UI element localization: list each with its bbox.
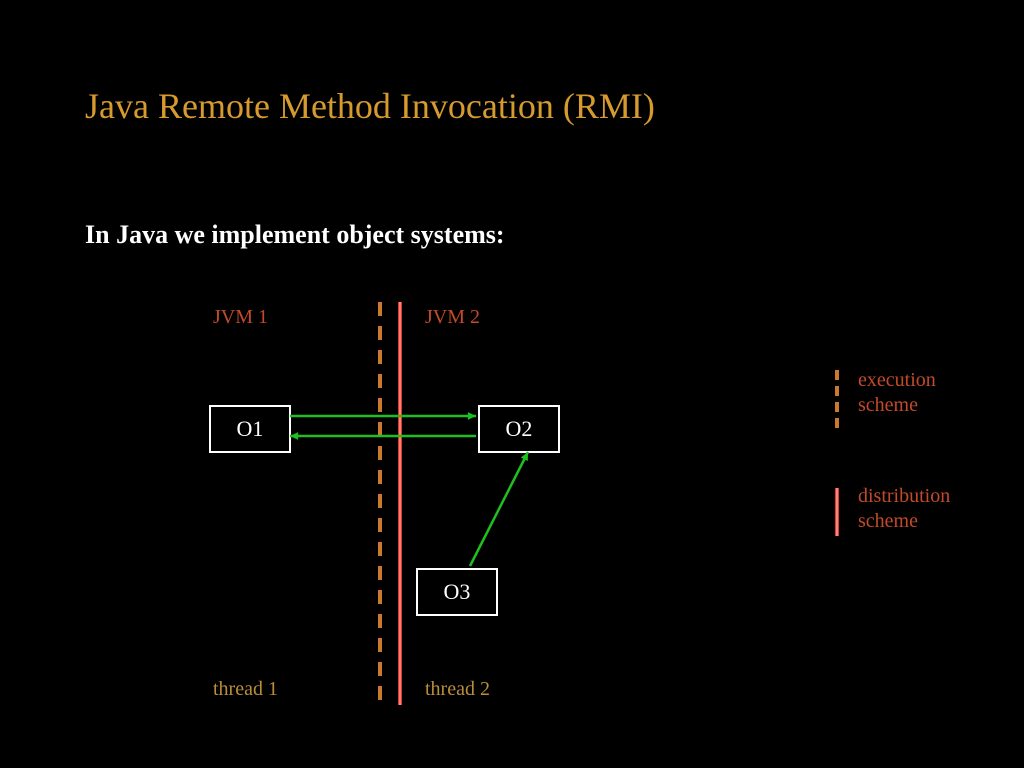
node-o2: O2 xyxy=(478,405,560,453)
rmi-diagram: JVM 1 JVM 2 thread 1 thread 2 O1 O2 O3 e… xyxy=(0,0,1024,768)
legend-distribution-line1: distribution xyxy=(858,485,950,507)
legend-execution-label: execution scheme xyxy=(858,368,936,418)
node-o3: O3 xyxy=(416,568,498,616)
legend-execution-line1: execution xyxy=(858,369,936,391)
legend-distribution-swatch xyxy=(835,488,839,536)
legend-distribution-line2: scheme xyxy=(858,510,918,532)
thread2-label: thread 2 xyxy=(425,678,490,701)
node-o1: O1 xyxy=(209,405,291,453)
distribution-divider-inner xyxy=(399,302,401,705)
legend-distribution-label: distribution scheme xyxy=(858,484,950,534)
legend-execution-line2: scheme xyxy=(858,394,918,416)
distribution-divider-solid xyxy=(398,302,402,705)
thread1-label: thread 1 xyxy=(213,678,278,701)
jvm1-label: JVM 1 xyxy=(213,306,268,329)
jvm2-label: JVM 2 xyxy=(425,306,480,329)
legend-distribution-swatch-inner xyxy=(836,488,838,536)
